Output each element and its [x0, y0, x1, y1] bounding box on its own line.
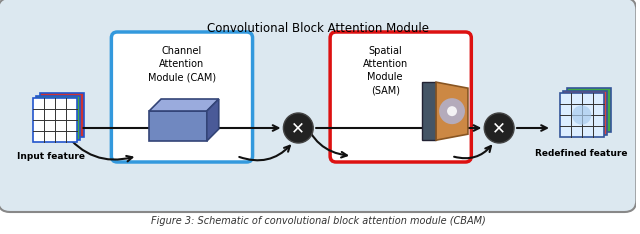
Polygon shape	[149, 99, 219, 111]
FancyBboxPatch shape	[330, 32, 471, 162]
Bar	[40, 93, 84, 137]
Bar	[33, 98, 77, 142]
Polygon shape	[422, 82, 436, 140]
Bar	[567, 88, 611, 132]
Polygon shape	[207, 99, 219, 141]
Text: ✕: ✕	[291, 120, 305, 138]
Circle shape	[484, 113, 514, 143]
FancyBboxPatch shape	[0, 0, 636, 212]
Text: Figure 3: Schematic of convolutional block attention module (CBAM): Figure 3: Schematic of convolutional blo…	[151, 216, 486, 226]
FancyBboxPatch shape	[111, 32, 253, 162]
Polygon shape	[149, 111, 207, 141]
Bar	[563, 91, 607, 135]
Circle shape	[284, 113, 313, 143]
Text: Convolutional Block Attention Module: Convolutional Block Attention Module	[207, 22, 429, 35]
Circle shape	[572, 105, 591, 125]
Text: Redefined feature: Redefined feature	[536, 149, 628, 158]
Text: Spatial
Attention
Module
(SAM): Spatial Attention Module (SAM)	[363, 46, 408, 96]
Circle shape	[439, 98, 465, 124]
Text: Input feature: Input feature	[17, 152, 84, 161]
Text: Channel
Attention
Module (CAM): Channel Attention Module (CAM)	[148, 46, 216, 82]
Text: ✕: ✕	[492, 120, 506, 138]
Bar	[560, 93, 604, 137]
Circle shape	[447, 106, 457, 116]
Bar	[36, 95, 80, 139]
Polygon shape	[436, 82, 468, 140]
